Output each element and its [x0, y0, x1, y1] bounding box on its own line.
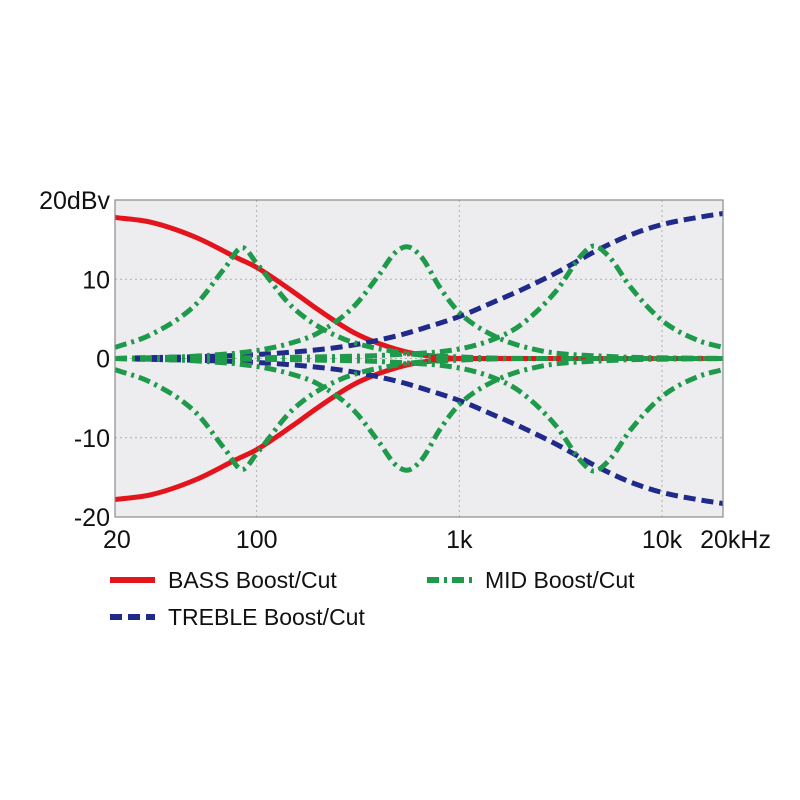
mid-curve-8	[114, 356, 724, 473]
mid-curve-7	[114, 244, 724, 361]
y-axis-tick-labels: 20dBv 10 0 -10 -20	[39, 187, 110, 532]
y-tick-label: 10	[82, 266, 110, 294]
legend: BASS Boost/Cut MID Boost/Cut TREBLE Boost/…	[110, 567, 635, 630]
legend-label: TREBLE Boost/Cut	[168, 604, 365, 630]
mid-curve-6	[114, 355, 723, 472]
treble-curve-3	[114, 211, 724, 361]
mid-curve-10	[114, 356, 724, 474]
series-layer	[114, 211, 724, 506]
y-tick-label: 0	[96, 346, 110, 374]
y-tick-label: -10	[74, 425, 110, 453]
y-tick-label: 20dBv	[39, 187, 110, 215]
x-tick-label: 1k	[446, 526, 473, 554]
mid-curve-9	[114, 243, 724, 361]
bass-curve-2	[114, 356, 723, 503]
x-tick-label: 20	[103, 526, 131, 554]
x-axis-tick-labels: 20 100 1k 10k 20kHz	[103, 526, 771, 554]
y-tick-label: -20	[74, 504, 110, 532]
treble-curve-4	[114, 356, 724, 506]
plot-frame	[114, 199, 724, 518]
x-tick-label: 100	[236, 526, 278, 554]
legend-label: MID Boost/Cut	[485, 567, 635, 593]
x-tick-label: 10k	[642, 526, 683, 554]
legend-label: BASS Boost/Cut	[168, 567, 337, 593]
x-tick-label: 20kHz	[700, 526, 771, 554]
